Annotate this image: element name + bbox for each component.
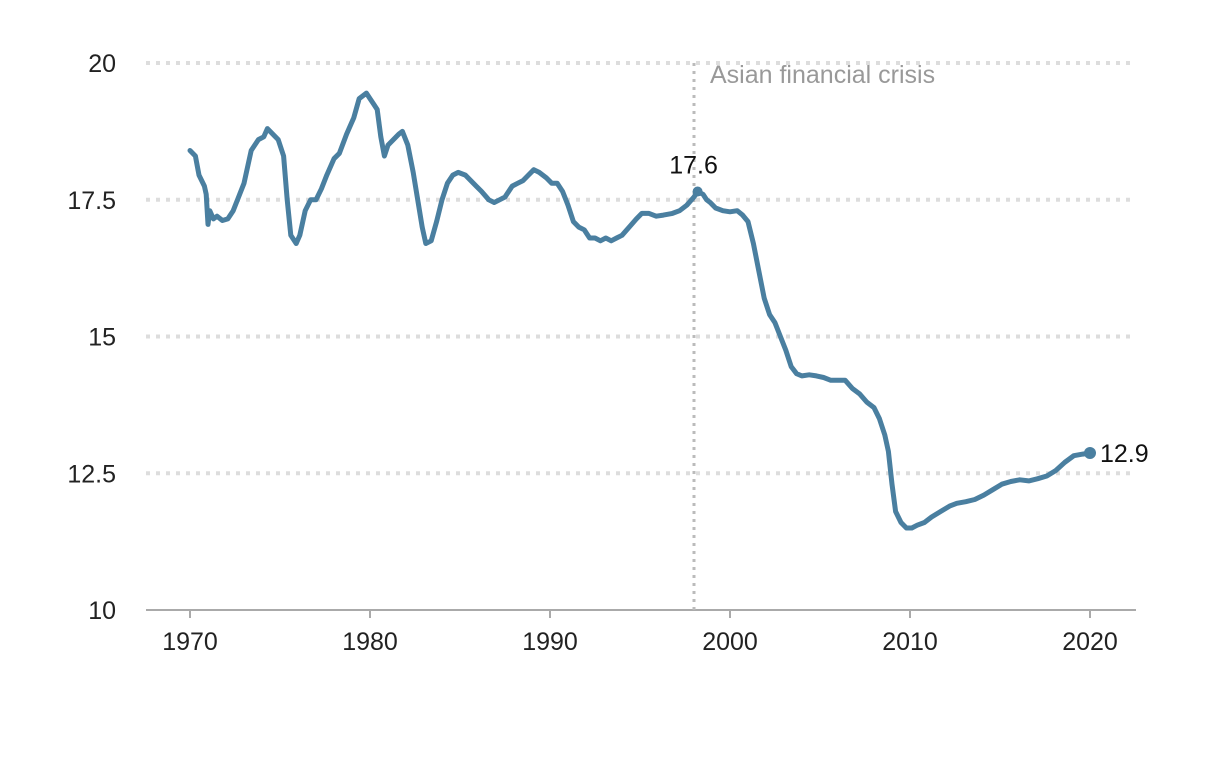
- x-tick-label: 2000: [702, 628, 758, 656]
- x-axis: 1970 1980 1990 2000 2010 2020: [146, 609, 1136, 656]
- y-tick-label: 15: [88, 324, 116, 352]
- gridlines: [146, 61, 1136, 476]
- x-tick-label: 2010: [882, 628, 938, 656]
- x-tick-label: 2020: [1062, 628, 1118, 656]
- end-value-label: 12.9: [1100, 440, 1149, 468]
- series-layer: 17.6 12.9: [187, 90, 1149, 531]
- y-tick-label: 20: [88, 50, 116, 78]
- x-tick-label: 1990: [522, 628, 578, 656]
- annotations: Asian financial crisis: [692, 61, 935, 610]
- y-tick-label: 12.5: [67, 460, 116, 488]
- series-line: [187, 90, 1093, 531]
- crisis-label: Asian financial crisis: [710, 61, 935, 89]
- end-point: [1084, 447, 1096, 460]
- peak-value-label: 17.6: [669, 152, 718, 180]
- y-tick-label: 17.5: [67, 187, 116, 215]
- x-tick-label: 1980: [342, 628, 398, 656]
- peak-point: [692, 186, 703, 197]
- x-tick-label: 1970: [162, 628, 218, 656]
- y-tick-label: 10: [88, 597, 116, 625]
- y-axis: 10 12.5 15 17.5 20: [67, 50, 116, 625]
